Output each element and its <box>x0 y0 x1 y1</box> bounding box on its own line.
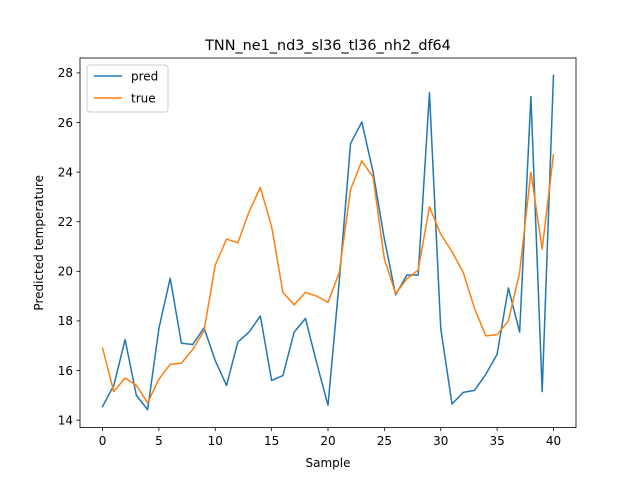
x-tick-label: 10 <box>208 434 223 448</box>
x-tick-label: 0 <box>99 434 107 448</box>
x-tick-label: 20 <box>320 434 335 448</box>
legend-label-true: true <box>131 91 156 105</box>
y-tick-label: 24 <box>58 165 73 179</box>
x-axis-label: Sample <box>306 456 351 470</box>
series-line-pred <box>101 74 555 411</box>
x-tick-label: 35 <box>489 434 504 448</box>
y-axis-label: Predicted temperature <box>32 175 46 311</box>
legend-label-pred: pred <box>131 69 158 83</box>
y-tick-label: 18 <box>58 314 73 328</box>
series-layer <box>101 74 555 411</box>
x-tick-label: 30 <box>433 434 448 448</box>
x-tick-label: 15 <box>264 434 279 448</box>
chart-title: TNN_ne1_nd3_sl36_tl36_nh2_df64 <box>204 38 451 54</box>
x-axis: 0 5 10 15 20 25 30 35 40 <box>99 427 561 448</box>
y-tick-label: 16 <box>58 364 73 378</box>
y-tick-label: 20 <box>58 265 73 279</box>
y-tick-label: 26 <box>58 116 73 130</box>
y-tick-label: 28 <box>58 66 73 80</box>
legend: pred true <box>86 64 169 113</box>
x-tick-label: 25 <box>377 434 392 448</box>
series-line-true <box>101 153 555 404</box>
y-tick-label: 14 <box>58 413 73 427</box>
x-tick-label: 40 <box>546 434 561 448</box>
y-axis: 14 16 18 20 22 24 26 28 <box>58 66 80 427</box>
y-tick-label: 22 <box>58 215 73 229</box>
x-tick-label: 5 <box>155 434 163 448</box>
